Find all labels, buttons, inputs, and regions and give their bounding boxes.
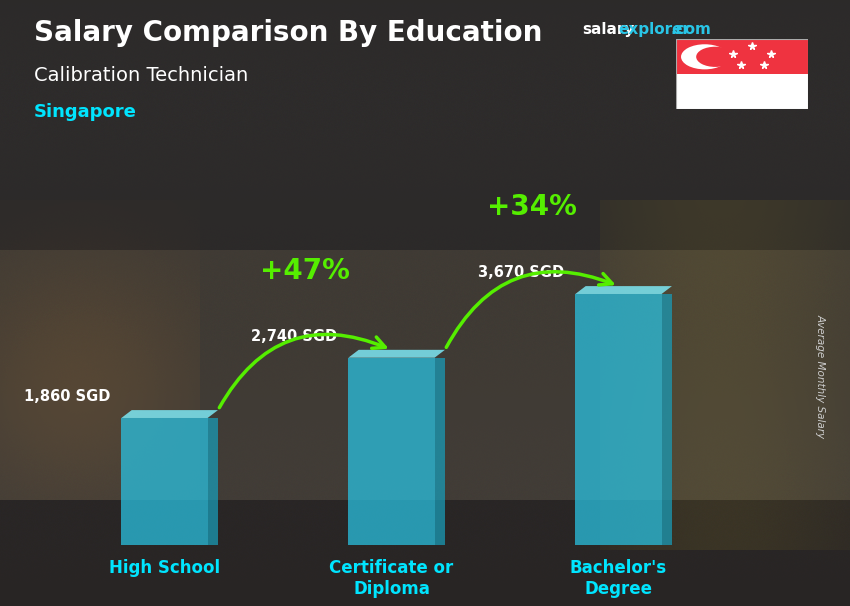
Text: explorer: explorer [619,22,691,36]
Circle shape [681,44,728,69]
Text: 1,860 SGD: 1,860 SGD [24,389,110,404]
Text: Salary Comparison By Education: Salary Comparison By Education [34,19,542,47]
Text: 2,740 SGD: 2,740 SGD [251,328,337,344]
Text: +47%: +47% [260,257,349,285]
Text: Average Monthly Salary: Average Monthly Salary [815,314,825,438]
Bar [575,294,661,545]
Text: Singapore: Singapore [34,103,137,121]
Polygon shape [122,410,218,418]
Polygon shape [575,286,672,294]
Polygon shape [434,358,445,545]
Bar [676,39,807,75]
Bar [676,75,807,109]
Text: 3,670 SGD: 3,670 SGD [478,265,564,280]
Text: .com: .com [671,22,711,36]
Polygon shape [348,350,445,358]
Text: salary: salary [582,22,635,36]
Polygon shape [661,294,672,545]
Bar [122,418,207,545]
Bar [348,358,434,545]
Circle shape [696,47,734,67]
Text: +34%: +34% [487,193,576,221]
Text: Calibration Technician: Calibration Technician [34,66,248,85]
Polygon shape [207,418,218,545]
